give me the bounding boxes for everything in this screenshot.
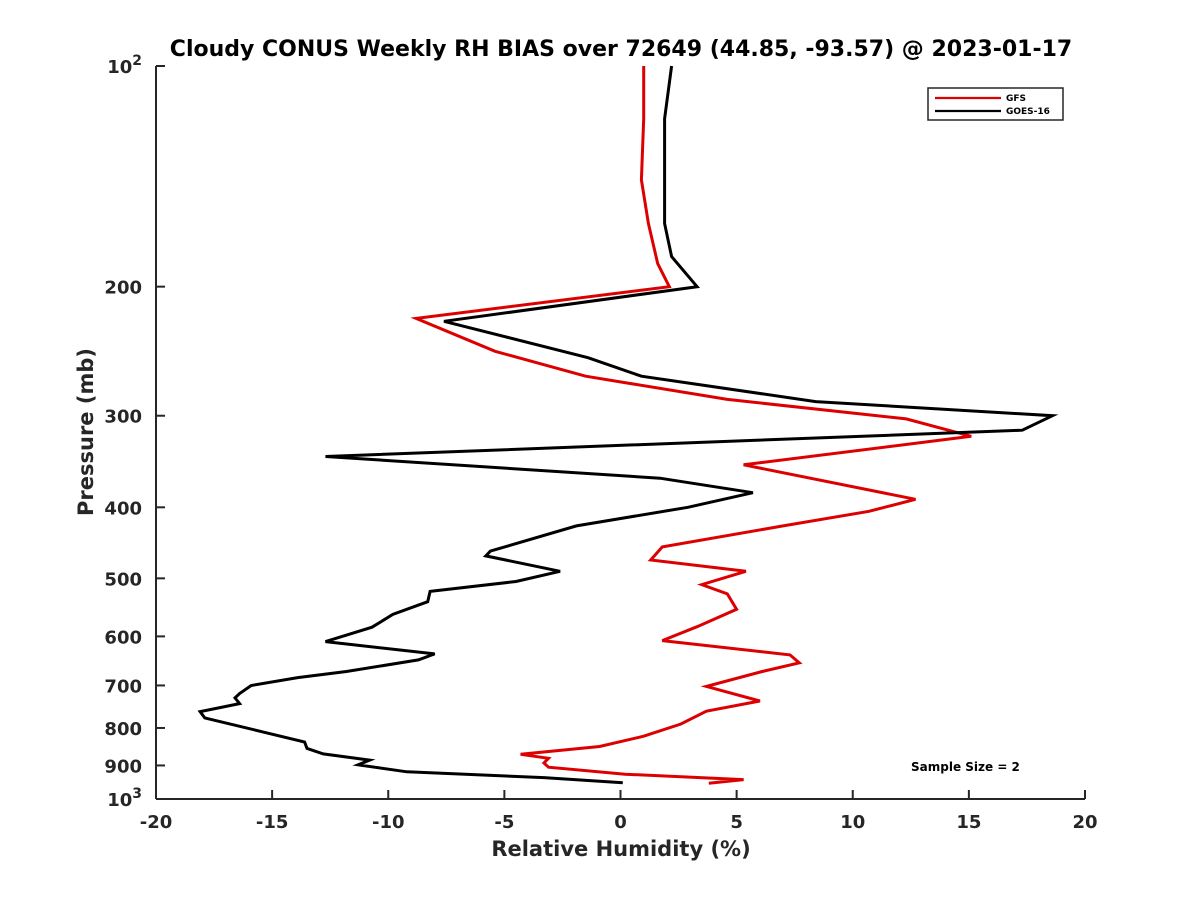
x-axis-label: Relative Humidity (%) — [491, 837, 750, 861]
y-tick-label: 400 — [104, 498, 142, 519]
y-tick-label: 200 — [104, 278, 142, 299]
y-tick-label: 700 — [104, 676, 142, 697]
series-line-goes16 — [197, 65, 1059, 785]
y-tick-label: 102 — [107, 53, 142, 78]
y-axis-label: Pressure (mb) — [74, 348, 98, 516]
y-tick-label: 600 — [104, 627, 142, 648]
x-tick-label: -15 — [256, 812, 289, 833]
x-tick-label: 20 — [1072, 812, 1097, 833]
x-tick-label: -10 — [372, 812, 405, 833]
legend: GFS GOES-16 — [927, 87, 1064, 121]
y-tick-label: 500 — [104, 569, 142, 590]
x-tick-label: 0 — [614, 812, 627, 833]
y-ticks: 102 200 300 400 500 600 700 800 900 103 — [104, 53, 165, 811]
y-tick-label: 900 — [104, 756, 142, 777]
x-tick-label: 10 — [840, 812, 865, 833]
series-layer — [197, 65, 1059, 785]
x-tick-label: -20 — [140, 812, 173, 833]
sample-size-annotation: Sample Size = 2 — [911, 760, 1020, 774]
series-line-gfs — [410, 66, 972, 785]
chart-title: Cloudy CONUS Weekly RH BIAS over 72649 (… — [170, 37, 1072, 62]
legend-label-gfs: GFS — [1006, 94, 1026, 104]
y-tick-label: 300 — [104, 407, 142, 428]
x-tick-label: -5 — [494, 812, 514, 833]
legend-box — [927, 87, 1064, 121]
y-tick-label: 103 — [107, 786, 142, 811]
y-tick-label: 800 — [104, 719, 142, 740]
legend-label-goes16: GOES-16 — [1006, 107, 1050, 117]
x-tick-label: 15 — [956, 812, 981, 833]
x-ticks: -20 -15 -10 -5 0 5 10 15 20 — [140, 790, 1098, 833]
x-tick-label: 5 — [730, 812, 743, 833]
